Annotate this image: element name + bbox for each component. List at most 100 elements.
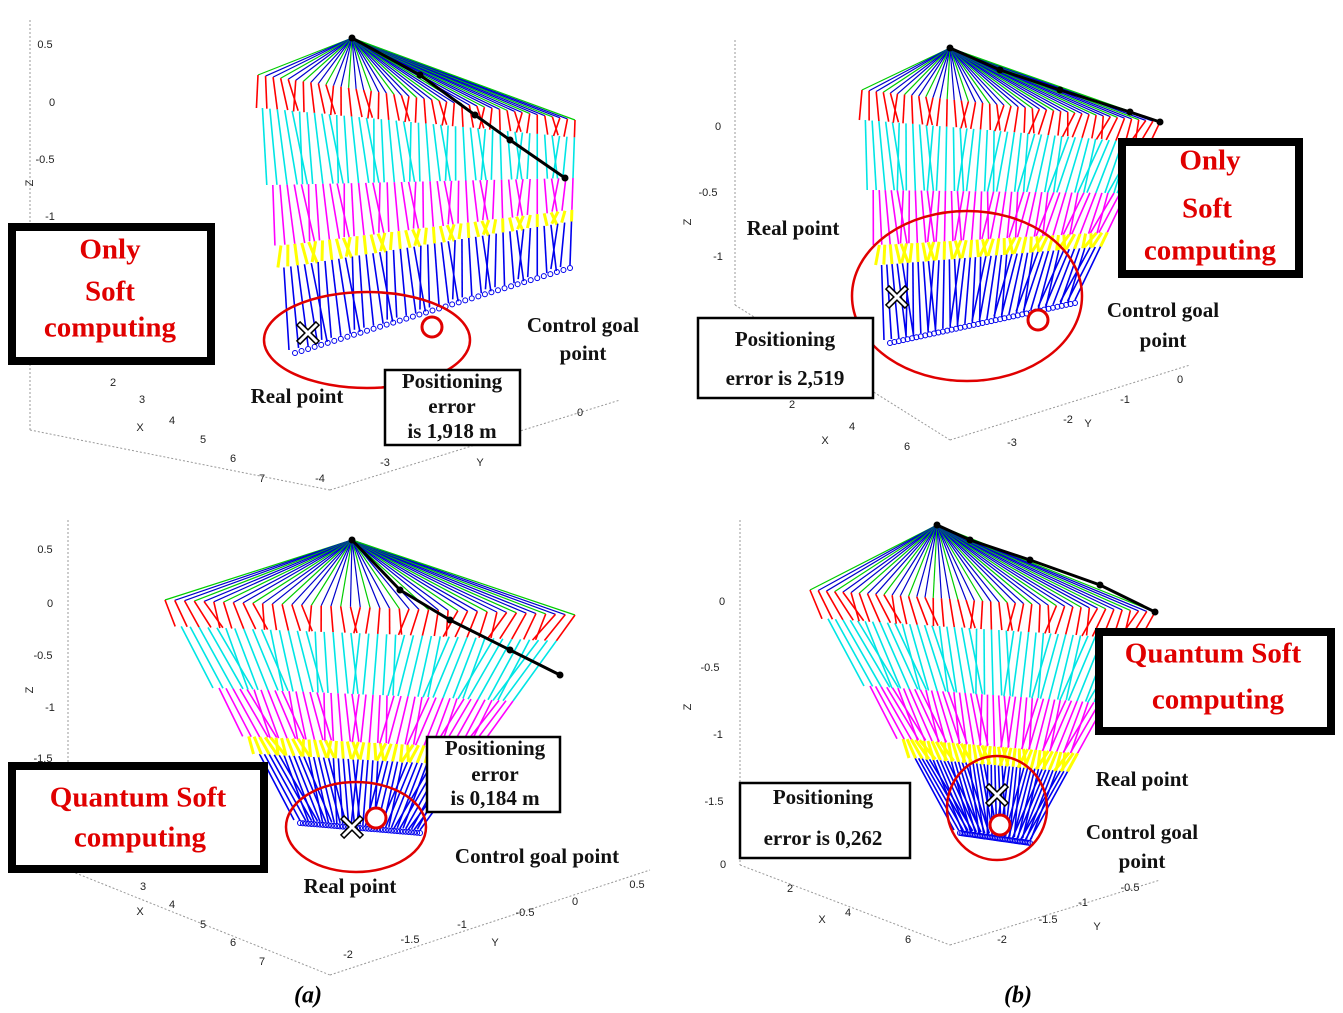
arm-segment: [508, 217, 515, 232]
arm-segment: [300, 184, 316, 243]
arm-segment: [478, 611, 488, 638]
arm-segment: [975, 693, 989, 746]
arm-segment: [362, 235, 368, 255]
arm-segment: [279, 78, 289, 111]
arm-segment: [164, 599, 176, 627]
arm-joint: [506, 136, 514, 144]
fan-line: [351, 539, 439, 611]
arm-segment: [310, 82, 316, 113]
arm-segment: [273, 754, 313, 822]
arm-segment: [1082, 231, 1098, 249]
arm-segment: [969, 693, 982, 746]
arm-segment: [947, 691, 968, 744]
arm-segment: [406, 247, 417, 314]
arm-segment: [352, 633, 361, 695]
z-tick-label: -1.5: [34, 753, 53, 765]
arm-segment: [1079, 192, 1097, 235]
goal-point-label: point: [1119, 849, 1166, 873]
arm-segment: [948, 259, 952, 328]
z-tick-label: -0.5: [701, 662, 720, 674]
arm-segment: [314, 183, 321, 241]
arm-joint: [506, 646, 514, 654]
axis-frame: [329, 399, 621, 491]
real-point-inner: [886, 286, 908, 308]
arm-segment: [1063, 701, 1084, 753]
error-label: Positioning: [445, 736, 546, 760]
arm-segment: [970, 191, 977, 240]
arm-segment: [460, 103, 464, 127]
arm-segment: [942, 259, 945, 329]
arm-segment: [972, 763, 985, 834]
fan-line: [842, 524, 938, 593]
arm-segment: [292, 80, 297, 112]
arm-segment: [232, 602, 245, 630]
arm-segment: [360, 694, 367, 743]
arm-segment: [317, 757, 336, 824]
arm-segment: [218, 687, 244, 737]
arm-joint: [946, 44, 954, 52]
arm-segment: [967, 744, 972, 764]
arm-segment: [849, 619, 891, 688]
y-tick-label: -0.5: [1121, 882, 1140, 894]
joint-end: [514, 281, 521, 288]
arm-segment: [543, 134, 549, 179]
arm-segment: [1022, 251, 1044, 311]
joint-end: [390, 319, 397, 326]
arm-segment: [213, 601, 221, 629]
arm-segment: [283, 755, 310, 822]
arm-joint: [1126, 108, 1134, 116]
arm-segment: [1012, 236, 1022, 255]
x-axis-label: X: [818, 914, 826, 926]
arm-segment: [362, 759, 369, 826]
arm-segment: [1071, 113, 1083, 138]
arm-segment: [1077, 139, 1104, 194]
arm-segment: [308, 605, 313, 632]
y-axis-label: Y: [1084, 418, 1092, 430]
fan-line: [949, 47, 969, 102]
arm-segment: [1004, 132, 1016, 192]
arm-segment: [414, 697, 437, 746]
arm-segment: [271, 603, 278, 631]
arm-segment: [936, 690, 954, 744]
arm-segment: [969, 600, 976, 629]
arm-segment: [1030, 235, 1044, 253]
joint-end: [331, 822, 338, 829]
arm-segment: [378, 182, 381, 233]
arm-segment: [908, 243, 914, 263]
arm-segment: [1057, 111, 1062, 136]
fan-line: [949, 47, 1012, 107]
arm-segment: [850, 592, 860, 622]
arm-segment: [975, 628, 978, 695]
arm-segment: [317, 83, 326, 114]
arm-segment: [1021, 768, 1040, 839]
fan-line: [203, 539, 353, 602]
fan-line: [834, 524, 938, 593]
arm-segment: [484, 234, 491, 290]
method-label: Quantum Soft: [50, 782, 227, 814]
joint-end: [344, 333, 351, 340]
arm-segment: [180, 626, 214, 689]
arm-segment: [323, 631, 329, 694]
joint-end: [534, 275, 541, 282]
arm-segment: [934, 260, 940, 330]
fan-line: [351, 37, 387, 94]
arm-segment: [494, 233, 497, 288]
arm-segment: [392, 634, 397, 696]
arm-segment: [899, 190, 905, 244]
arm-segment: [438, 100, 448, 126]
caption: (a): [294, 983, 322, 1009]
arm-segment: [347, 87, 353, 117]
arm-segment: [953, 99, 958, 128]
arm-segment: [457, 180, 460, 224]
arm-segment: [938, 626, 949, 693]
fan-line: [908, 524, 938, 597]
fan-line: [936, 524, 1057, 607]
arm-segment: [1027, 108, 1041, 135]
arm-segment: [313, 739, 321, 758]
arm-segment: [354, 236, 359, 256]
arm-segment: [1124, 118, 1133, 142]
method-label: computing: [74, 822, 207, 854]
arm-segment: [1042, 699, 1056, 751]
arm-segment: [945, 99, 948, 127]
arm-segment: [288, 690, 299, 740]
